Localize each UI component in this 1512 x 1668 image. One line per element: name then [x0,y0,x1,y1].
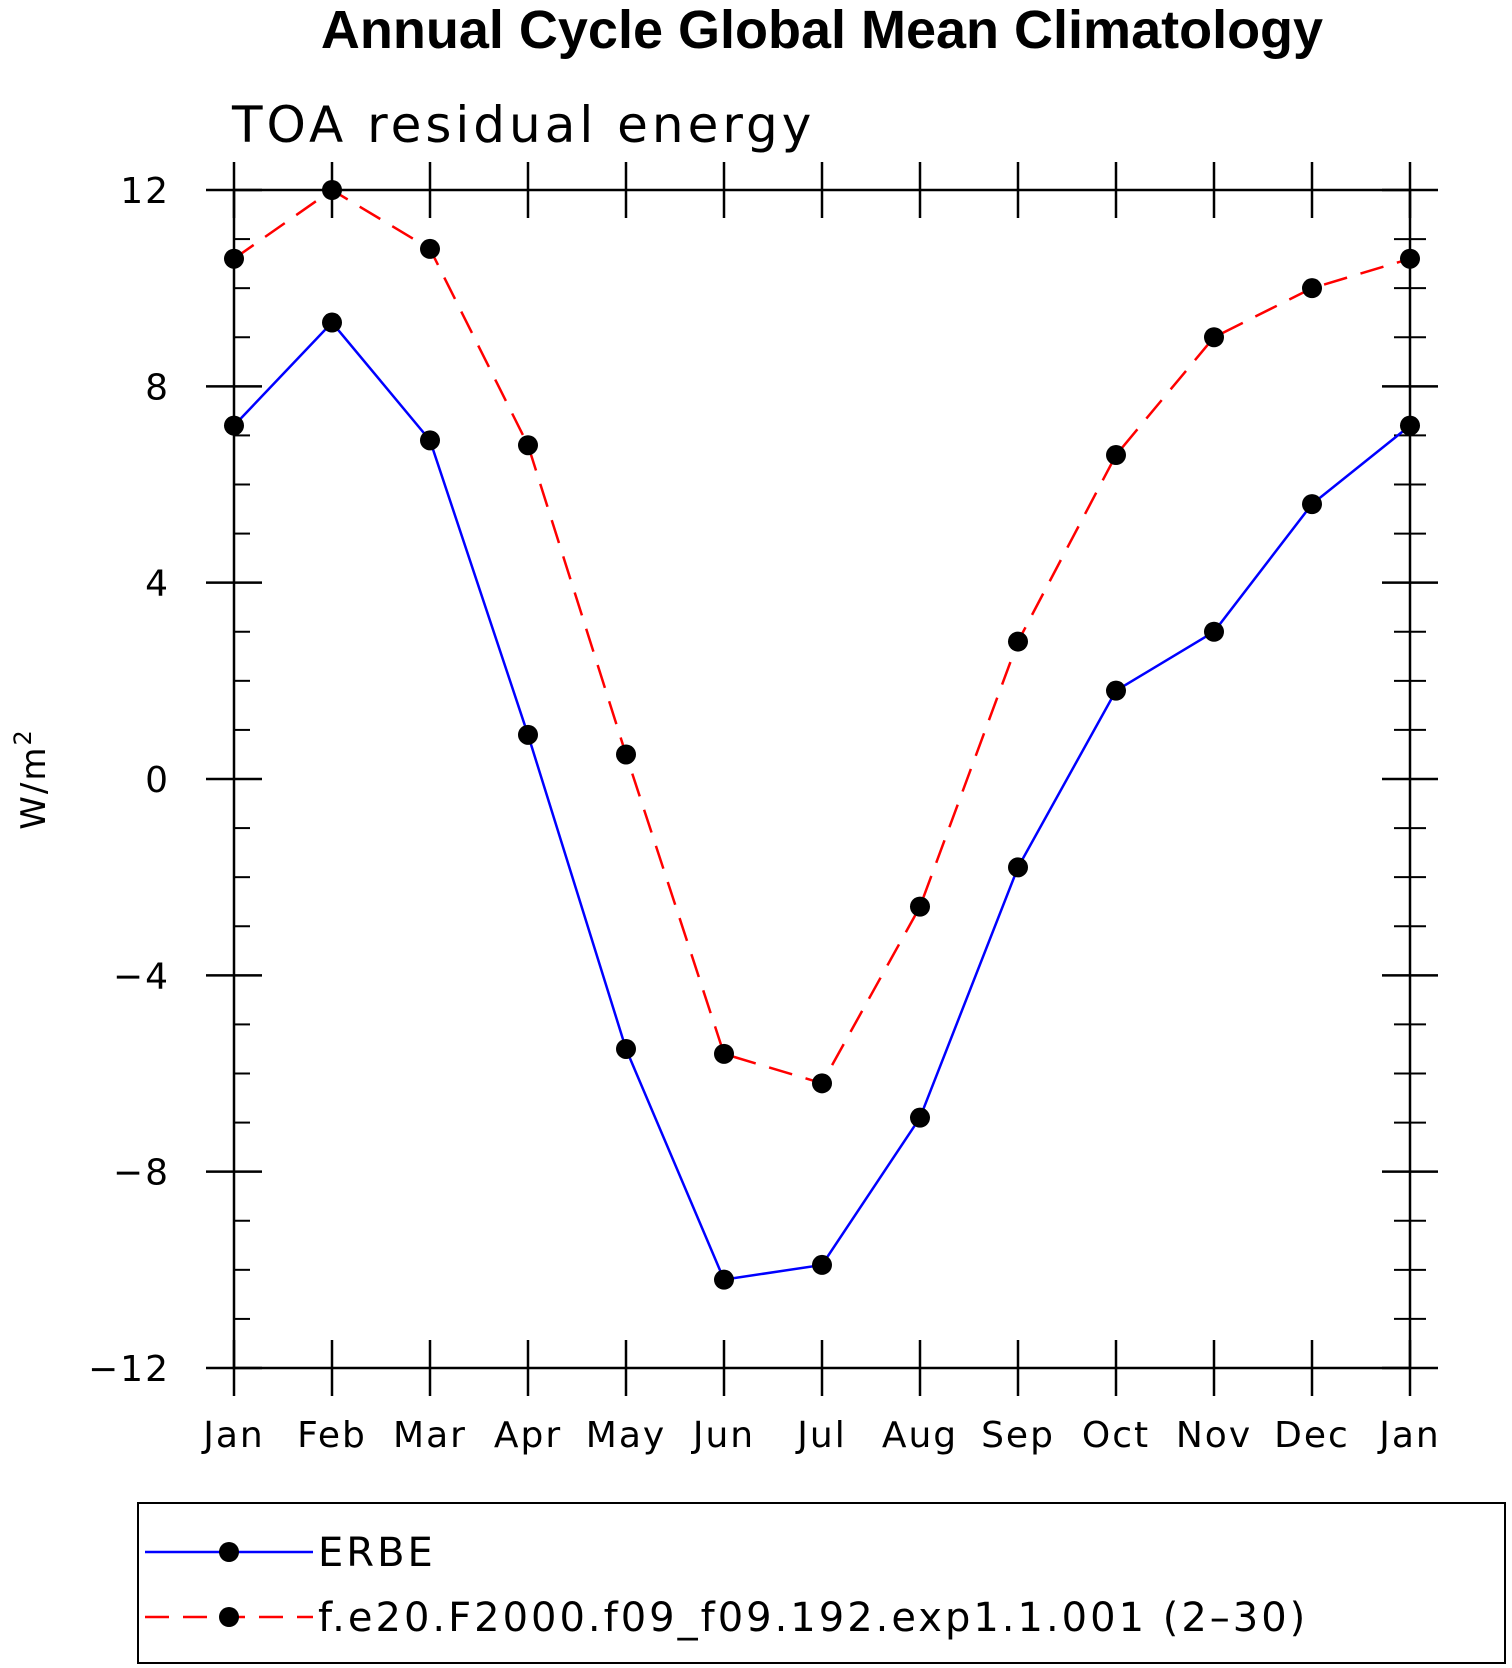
data-point [616,1038,636,1059]
chart-title: Annual Cycle Global Mean Climatology [321,0,1323,60]
data-point [1204,327,1224,348]
data-point [322,180,342,200]
data-point [322,312,342,333]
legend-marker [219,1607,239,1627]
data-point [420,430,440,451]
x-tick-label: Mar [393,1415,467,1456]
svg-text:W/m2: W/m2 [9,728,54,829]
data-point [518,435,538,456]
chart-subtitle: TOA residual energy [231,96,815,154]
series-line [233,188,1411,1085]
x-tick-label: Sep [981,1415,1055,1456]
series-line [233,320,1411,1282]
data-point [910,1107,930,1128]
x-tick-label: Apr [494,1415,562,1456]
y-tick-label: 8 [145,367,170,408]
x-tick-label: Jan [1377,1415,1441,1456]
x-tick-label: Feb [297,1415,367,1456]
data-point [518,724,538,745]
plot-area [224,180,1420,1290]
y-tick-label: 0 [145,760,170,801]
data-point [812,1073,832,1094]
legend: ERBE f.e20.F2000.f09_f09.192.exp1.1.001 (… [137,1502,1506,1664]
y-tick-label: 4 [145,564,170,605]
y-tick-label: −8 [113,1153,170,1194]
data-point [1106,445,1126,466]
data-point [714,1269,734,1290]
data-point [812,1254,832,1275]
data-point [1008,631,1028,652]
x-tick-label: Dec [1274,1415,1350,1456]
data-point [1106,680,1126,701]
data-point [420,238,440,259]
legend-marker [219,1542,239,1562]
data-point [1008,857,1028,878]
plot-frame [232,188,1412,1370]
data-point [224,415,244,436]
data-point [1204,621,1224,642]
data-point [1400,248,1420,269]
axes: −12 −8 −4 0 4 8 12 Jan Feb Mar Apr May Jun Jul Aug Sep O… [88,162,1441,1456]
x-tick-label: Jun [691,1415,755,1456]
y-axis-label: W/m [14,746,54,830]
data-point [1302,278,1322,299]
data-point [224,248,244,269]
x-tick-label: Jul [795,1415,846,1456]
legend-label: ERBE [318,1530,436,1576]
x-tick-label: Nov [1176,1415,1252,1456]
legend-label: f.e20.F2000.f09_f09.192.exp1.1.001 (2–30… [318,1595,1308,1641]
y-tick-label: −12 [88,1349,170,1390]
y-tick-label: 12 [120,171,170,212]
data-point [714,1043,734,1064]
data-point [1302,494,1322,515]
y-tick-label: −4 [113,956,170,997]
x-tick-label: Aug [882,1415,958,1456]
y-axis-title: W/m2 [9,728,54,829]
x-tick-label: Oct [1082,1415,1150,1456]
x-tick-label: May [586,1415,666,1456]
legend-box [137,1502,1506,1664]
data-point [1400,415,1420,436]
data-point [616,744,636,765]
x-tick-label: Jan [201,1415,265,1456]
y-axis-label-superscript: 2 [9,728,37,745]
data-point [910,896,930,917]
